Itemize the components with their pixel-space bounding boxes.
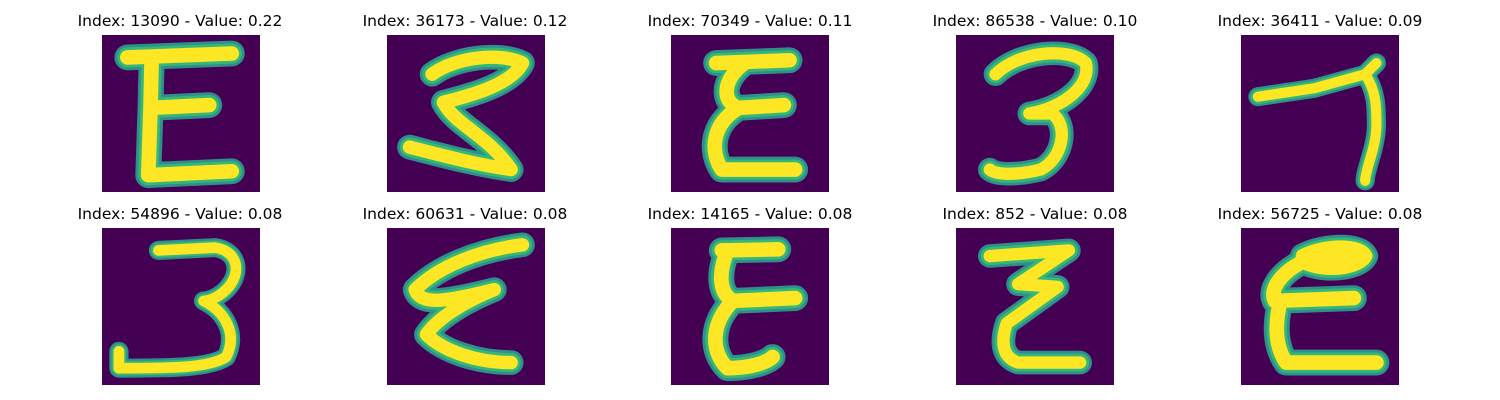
digit-image [956, 228, 1114, 385]
digit-image [671, 228, 829, 385]
digit-image [102, 35, 260, 192]
digit-image [102, 228, 260, 385]
digit-image [1241, 228, 1399, 385]
panel-title: Index: 36173 - Value: 0.12 [362, 12, 568, 30]
panel-title: Index: 14165 - Value: 0.08 [647, 205, 853, 223]
panel-title: Index: 70349 - Value: 0.11 [647, 12, 853, 30]
digit-image [1241, 35, 1399, 192]
digit-image [671, 35, 829, 192]
panel-title: Index: 60631 - Value: 0.08 [362, 205, 568, 223]
panel-title: Index: 86538 - Value: 0.10 [932, 12, 1138, 30]
digit-image [956, 35, 1114, 192]
digit-image [387, 228, 545, 385]
panel-title: Index: 56725 - Value: 0.08 [1217, 205, 1423, 223]
panel-title: Index: 13090 - Value: 0.22 [77, 12, 283, 30]
panel-title: Index: 852 - Value: 0.08 [942, 205, 1128, 223]
panel-title: Index: 36411 - Value: 0.09 [1217, 12, 1423, 30]
digit-image [387, 35, 545, 192]
panel-title: Index: 54896 - Value: 0.08 [77, 205, 283, 223]
